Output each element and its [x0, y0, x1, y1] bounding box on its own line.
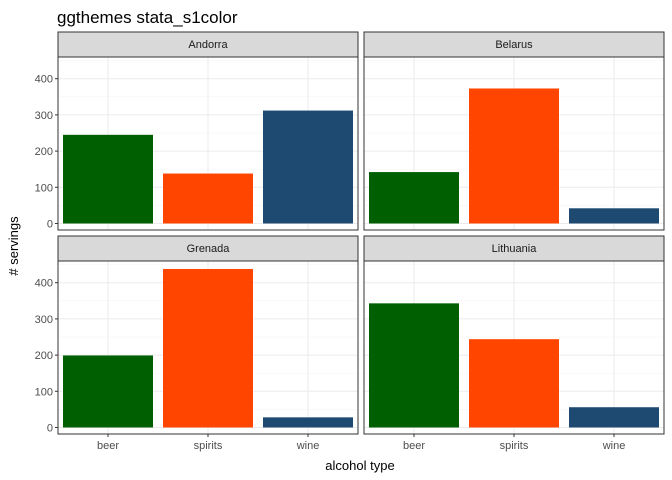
y-tick-label-300: 300 — [35, 314, 53, 326]
panel-belarus-bar-spirits — [469, 88, 559, 224]
panel-grenada-strip — [57, 235, 359, 262]
x-axis-title: alcohol type — [325, 458, 394, 473]
panel-lithuania-bar-spirits — [469, 339, 559, 428]
x-tick-label-spirits: spirits — [500, 440, 529, 452]
panel-lithuania-strip — [363, 235, 665, 262]
y-tick-label-300: 300 — [35, 110, 53, 122]
y-tick-label-400: 400 — [35, 74, 53, 86]
panel-grenada-strip-label: Grenada — [187, 243, 231, 255]
panel-belarus-strip — [363, 31, 665, 58]
y-tick-label-100: 100 — [35, 386, 53, 398]
y-axis-title: # servings — [6, 216, 21, 276]
x-tick-label-wine: wine — [602, 440, 626, 452]
panel-grenada-bar-spirits — [163, 268, 253, 428]
x-tick-label-wine: wine — [296, 440, 320, 452]
panel-andorra-strip — [57, 31, 359, 58]
y-tick-label-0: 0 — [47, 422, 53, 434]
panel-grenada-bar-wine — [263, 417, 353, 428]
x-tick-label-beer: beer — [403, 440, 425, 452]
x-tick-label-beer: beer — [97, 440, 119, 452]
panel-belarus-strip-label: Belarus — [495, 39, 533, 51]
panel-belarus-bar-beer — [369, 172, 459, 224]
panel-andorra-strip-label: Andorra — [188, 39, 228, 51]
y-tick-label-100: 100 — [35, 182, 53, 194]
y-tick-label-400: 400 — [35, 278, 53, 290]
panel-andorra-border — [57, 56, 359, 231]
panel-lithuania-bar-beer — [369, 303, 459, 428]
panel-grenada-bar-beer — [63, 355, 153, 428]
panel-lithuania-bar-wine — [569, 407, 659, 428]
facet-panels: Andorra 0 100 200 300 400 Belarus Grenada 0 100 20… — [35, 31, 665, 452]
y-tick-label-200: 200 — [35, 350, 53, 362]
panel-belarus-border — [363, 56, 665, 231]
chart-title: ggthemes stata_s1color — [57, 8, 238, 27]
y-tick-label-0: 0 — [47, 218, 53, 230]
panel-lithuania-strip-label: Lithuania — [492, 243, 538, 255]
panel-andorra-bar-spirits — [163, 173, 253, 224]
y-tick-label-200: 200 — [35, 146, 53, 158]
panel-andorra-bar-beer — [63, 134, 153, 224]
panel-andorra-bar-wine — [263, 110, 353, 224]
panel-belarus-bar-wine — [569, 208, 659, 224]
x-tick-label-spirits: spirits — [194, 440, 223, 452]
